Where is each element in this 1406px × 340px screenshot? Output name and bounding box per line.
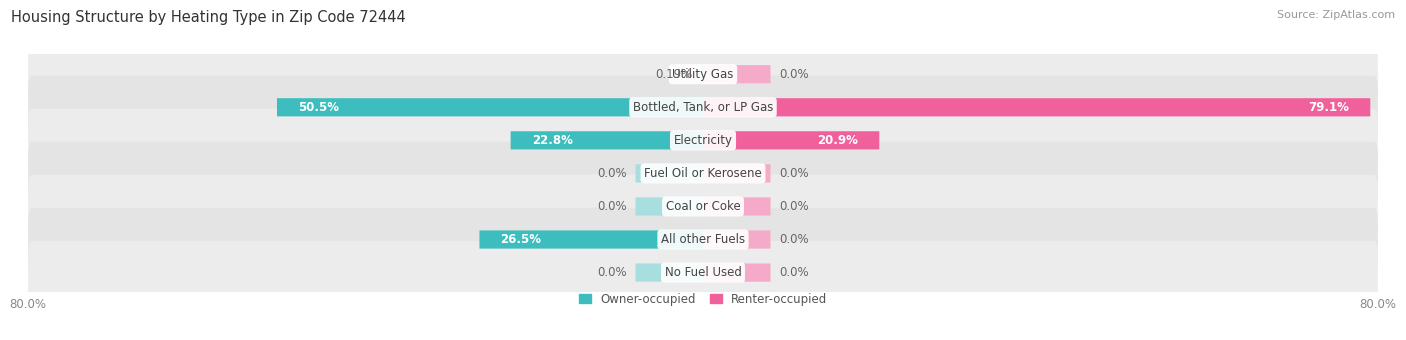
FancyBboxPatch shape <box>636 264 703 282</box>
FancyBboxPatch shape <box>510 131 703 150</box>
Text: 0.19%: 0.19% <box>655 68 693 81</box>
Text: Electricity: Electricity <box>673 134 733 147</box>
FancyBboxPatch shape <box>703 98 1371 116</box>
Text: Fuel Oil or Kerosene: Fuel Oil or Kerosene <box>644 167 762 180</box>
Text: Source: ZipAtlas.com: Source: ZipAtlas.com <box>1277 10 1395 20</box>
FancyBboxPatch shape <box>703 65 770 83</box>
FancyBboxPatch shape <box>277 98 703 116</box>
Text: 0.0%: 0.0% <box>598 167 627 180</box>
Text: 26.5%: 26.5% <box>501 233 541 246</box>
FancyBboxPatch shape <box>28 175 1378 238</box>
FancyBboxPatch shape <box>703 264 770 282</box>
Text: 0.0%: 0.0% <box>779 266 808 279</box>
FancyBboxPatch shape <box>636 197 703 216</box>
Text: 0.0%: 0.0% <box>779 233 808 246</box>
Text: Bottled, Tank, or LP Gas: Bottled, Tank, or LP Gas <box>633 101 773 114</box>
Text: Housing Structure by Heating Type in Zip Code 72444: Housing Structure by Heating Type in Zip… <box>11 10 406 25</box>
Text: Utility Gas: Utility Gas <box>672 68 734 81</box>
FancyBboxPatch shape <box>702 65 703 83</box>
Text: 22.8%: 22.8% <box>531 134 572 147</box>
FancyBboxPatch shape <box>28 142 1378 205</box>
FancyBboxPatch shape <box>703 197 770 216</box>
Legend: Owner-occupied, Renter-occupied: Owner-occupied, Renter-occupied <box>579 292 827 306</box>
FancyBboxPatch shape <box>703 164 770 183</box>
FancyBboxPatch shape <box>28 208 1378 271</box>
FancyBboxPatch shape <box>703 131 879 150</box>
Text: 0.0%: 0.0% <box>779 200 808 213</box>
FancyBboxPatch shape <box>703 231 770 249</box>
Text: 50.5%: 50.5% <box>298 101 339 114</box>
Text: 20.9%: 20.9% <box>817 134 858 147</box>
FancyBboxPatch shape <box>28 108 1378 172</box>
Text: 0.0%: 0.0% <box>598 200 627 213</box>
Text: 0.0%: 0.0% <box>598 266 627 279</box>
FancyBboxPatch shape <box>28 42 1378 106</box>
FancyBboxPatch shape <box>28 75 1378 139</box>
Text: 79.1%: 79.1% <box>1309 101 1350 114</box>
Text: All other Fuels: All other Fuels <box>661 233 745 246</box>
FancyBboxPatch shape <box>636 164 703 183</box>
FancyBboxPatch shape <box>28 241 1378 304</box>
Text: Coal or Coke: Coal or Coke <box>665 200 741 213</box>
Text: 0.0%: 0.0% <box>779 167 808 180</box>
Text: No Fuel Used: No Fuel Used <box>665 266 741 279</box>
FancyBboxPatch shape <box>479 231 703 249</box>
Text: 0.0%: 0.0% <box>779 68 808 81</box>
